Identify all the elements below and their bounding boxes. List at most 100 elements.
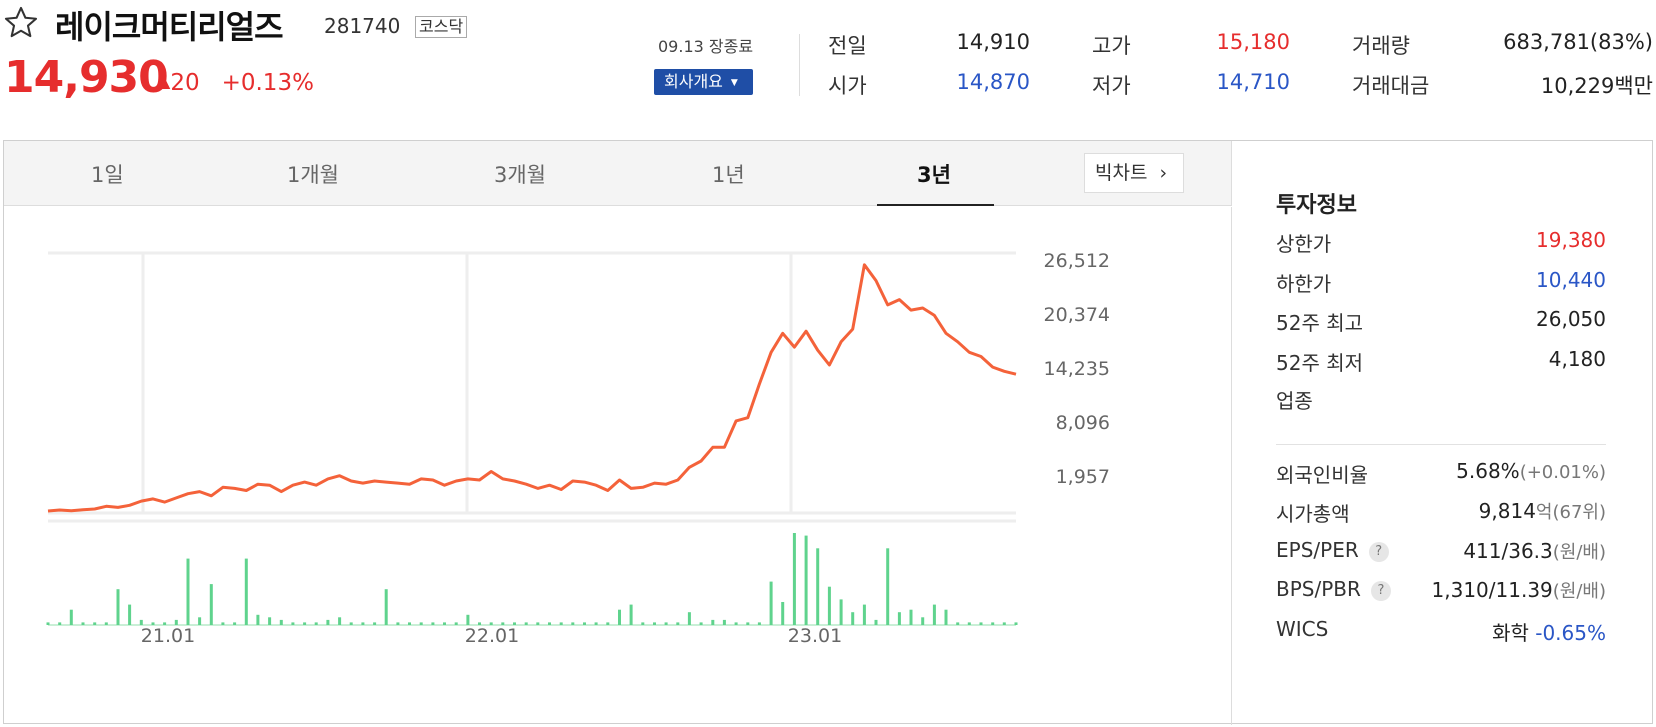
stock-header: 레이크머티리얼즈 281740 코스닥 14,930 ▲20 +0.13% 09.… [0,0,1656,130]
low-label: 저가 [1092,74,1131,98]
volume-bar [174,619,178,625]
volume-bar [804,535,808,625]
foreign-ratio-value: 5.68% [1456,459,1520,483]
volume-bar [396,622,400,625]
volume-bar [897,612,901,625]
invest-info: 투자정보 상한가 19,380 하한가 10,440 52주 최고 26,050… [1232,141,1652,725]
volume-bar [874,619,878,625]
turnover-value: 10,229백만 [1540,74,1653,98]
wics-row: WICS 화학 -0.65% [1276,617,1606,647]
y-tick-label: 1,957 [1056,466,1110,488]
open-label: 시가 [828,74,867,98]
volume-bar [921,617,925,625]
volume-bar [851,612,855,625]
volume-bar [466,614,470,625]
volume-bar [361,622,365,625]
foreign-ratio-row: 외국인비율 5.68%(+0.01%) [1276,459,1606,489]
x-tick-label: 22.01 [465,625,519,647]
volume-bar [524,622,528,625]
volume-bar [454,622,458,625]
volume-bar [606,622,610,625]
market-badge: 코스닥 [415,16,468,38]
volume-bar [827,586,831,625]
volume-bar [326,619,330,625]
tab-3y[interactable]: 3년 [917,163,951,187]
volume-bar [594,622,598,625]
upper-limit-label: 상한가 [1276,232,1332,256]
open-value: 14,870 [956,70,1030,94]
tab-1d[interactable]: 1일 [91,163,124,187]
company-overview-label: 회사개요 [664,72,723,91]
stock-code: 281740 [324,14,401,38]
big-chart-button[interactable]: 빅차트 › [1084,153,1184,193]
volume-bar [641,622,645,625]
volume-bar [909,609,913,625]
volume-bar [687,612,691,625]
market-cap-label: 시가총액 [1276,502,1350,526]
volume-bar [303,622,307,625]
volume-bar [58,622,62,625]
tab-3m[interactable]: 3개월 [494,163,547,187]
wics-change: -0.65% [1535,621,1606,645]
y-tick-label: 8,096 [1056,412,1110,434]
volume-bar [629,604,633,625]
change-percent: +0.13% [221,70,314,96]
volume-bar [548,622,551,625]
volume-bar [571,622,575,625]
chart-svg: 26,512 20,374 14,235 8,096 1,957 21.01 22.01 2… [46,250,1110,647]
volume-bar [991,622,995,625]
help-icon[interactable]: ? [1370,581,1391,601]
volume-bar [862,604,866,625]
volume-bar [932,604,936,625]
lower-limit-row: 하한가 10,440 [1276,268,1606,298]
price-chart[interactable]: 26,512 20,374 14,235 8,096 1,957 21.01 22.01 2… [4,207,1232,725]
volume-bar [513,622,516,625]
favorite-star-icon[interactable] [2,4,40,42]
x-tick-label: 23.01 [788,625,842,647]
volume-bar [186,558,190,625]
w52-high-row: 52주 최고 26,050 [1276,307,1606,337]
prev-close-label: 전일 [828,34,867,58]
volume-bar [139,619,143,625]
volume-bar [116,589,120,625]
high-label: 고가 [1092,34,1131,58]
company-overview-button[interactable]: 회사개요 ▼ [654,69,753,95]
volume-bar [664,622,668,625]
wics-value[interactable]: 화학 [1492,621,1529,645]
caret-down-icon: ▼ [730,78,738,88]
bps-pbr-row: BPS/PBR? 1,310/11.39(원/배) [1276,577,1606,607]
eps-per-label: EPS/PER [1276,538,1359,562]
volume-bar [431,622,435,625]
y-tick-label: 20,374 [1044,304,1110,326]
volume-bar [338,617,342,625]
low-value: 14,710 [1216,70,1290,94]
eps-per-value: 411/36.3 [1463,539,1553,563]
volume-bar [734,622,738,625]
volume-label: 거래량 [1352,34,1410,58]
lower-limit-value: 10,440 [1536,268,1606,292]
volume-bar [349,622,353,625]
volume-bar [653,622,656,625]
bps-pbr-label: BPS/PBR [1276,577,1361,601]
volume-bar [478,622,481,625]
volume-bar [618,609,621,625]
market-cap-value: 9,814 [1478,499,1536,523]
tab-1m[interactable]: 1개월 [287,163,340,187]
eps-per-row: EPS/PER? 411/36.3(원/배) [1276,538,1606,568]
volume-bar [128,604,132,625]
volume-bar [93,622,97,625]
chart-panel: 1일 1개월 3개월 1년 3년 빅차트 › 26,512 20,374 14,235… [3,140,1653,725]
change-amount: 20 [170,70,200,96]
help-icon[interactable]: ? [1368,542,1389,562]
volume-bar [46,622,50,625]
turnover-label: 거래대금 [1352,74,1430,98]
invest-info-title: 투자정보 [1276,193,1357,218]
volume-bar [746,622,750,625]
w52-high-value: 26,050 [1536,307,1606,331]
tab-1y[interactable]: 1년 [712,163,745,187]
volume-bar [559,622,563,625]
volume-bar [1014,622,1018,625]
volume-bar [699,622,703,625]
w52-high-label: 52주 최고 [1276,311,1364,335]
volume-bar [233,622,237,625]
